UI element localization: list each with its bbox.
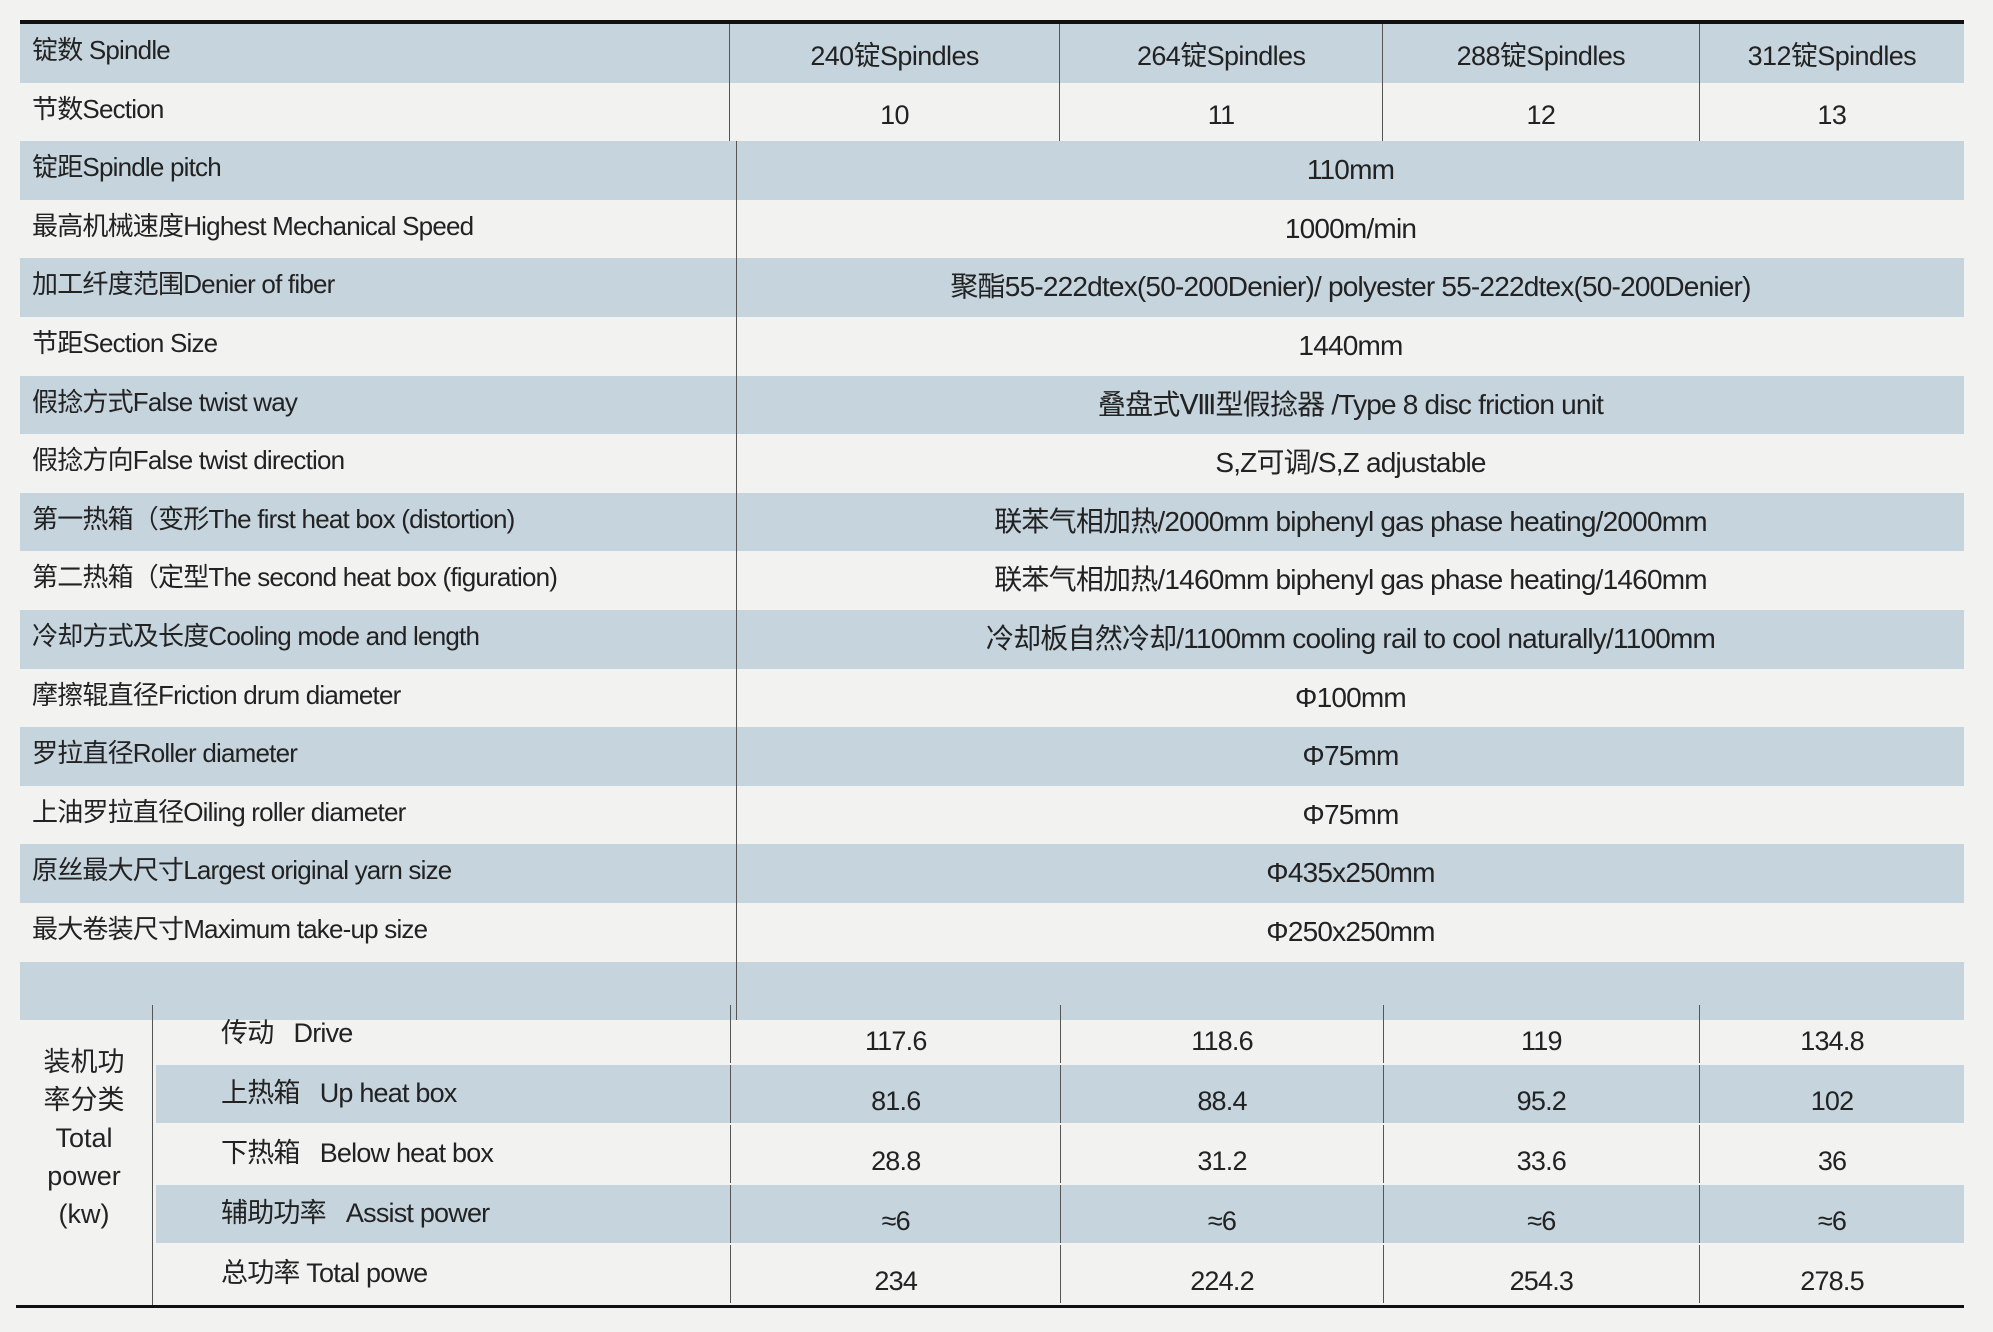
power-row: 上热箱 Up heat box 81.6 88.4 95.2 102 [156,1065,1964,1123]
power-row-label: 下热箱 Below heat box [156,1125,732,1183]
value-cell-merged: 1000m/min [1284,212,1417,244]
value-cell-merged: Φ75mm [1302,798,1399,830]
power-group-line: 率分类 [43,1085,125,1115]
power-value: ≈6 [1817,1206,1847,1236]
power-row-label: 总功率 Total powe [156,1245,732,1303]
value-cell: 312锭Spindles [1747,41,1917,71]
row-label: 冷却方式及长度Cooling mode and length [20,609,737,669]
table-row: 节数Section 10 11 12 13 [20,82,1964,142]
row-label: 最大卷装尺寸Maximum take-up size [20,902,737,962]
power-row-label: 传动 Drive [156,1005,732,1063]
value-cell: 11 [1060,82,1383,142]
power-value: 31.2 [1061,1125,1384,1183]
power-row: 辅助功率 Assist power ≈6 ≈6 ≈6 ≈6 [156,1185,1964,1243]
table-row: 加工纤度范围Denier of fiber 聚酯55-222dtex(50-200… [20,258,1964,317]
table-row: 原丝最大尺寸Largest original yarn size Φ435x250… [20,844,1964,903]
row-label: 摩擦辊直径Friction drum diameter [20,668,737,728]
value-cell-merged: 联苯气相加热/2000mm biphenyl gas phase heating… [994,505,1707,537]
row-label: 上油罗拉直径Oiling roller diameter [20,785,737,845]
table-row: 第二热箱（定型The second heat box (figuration) 联… [20,551,1964,610]
value-cell: 288锭Spindles [1383,24,1700,83]
value-cell: 264锭Spindles [1060,24,1383,83]
row-label: 第二热箱（定型The second heat box (figuration) [20,551,737,610]
value-cell: 13 [1817,99,1847,130]
power-value: 102 [1810,1086,1854,1116]
power-value: 119 [1384,1005,1701,1063]
power-value: 81.6 [731,1065,1062,1123]
power-value: 234 [731,1245,1062,1303]
table-row: 第一热箱（变形The first heat box (distortion) 联苯… [20,492,1964,552]
value-cell-merged: 叠盘式Ⅷ型假捻器 /Type 8 disc friction unit [1097,388,1604,420]
row-label: 锭数 Spindle [20,24,730,83]
table-row: 假捻方式False twist way 叠盘式Ⅷ型假捻器 /Type 8 disc… [20,375,1964,435]
power-value: 224.2 [1061,1245,1384,1303]
power-row: 下热箱 Below heat box 28.8 31.2 33.6 36 [156,1125,1964,1183]
row-label: 锭距Spindle pitch [20,141,737,200]
power-group-line: power [47,1161,121,1191]
power-value: 278.5 [1800,1266,1864,1296]
power-row: 总功率 Total powe 234 224.2 254.3 278.5 [156,1245,1964,1303]
table-row: 锭数 Spindle 240锭Spindles 264锭Spindles 288锭Sp… [20,24,1964,83]
row-label: 罗拉直径Roller diameter [20,727,737,786]
value-cell-merged: S,Z可调/S,Z adjustable [1215,447,1486,479]
power-group-line: 装机功 [43,1047,125,1077]
power-row-label: 辅助功率 Assist power [156,1185,732,1243]
value-cell-merged: 聚酯55-222dtex(50-200Denier)/ polyester 55… [950,271,1751,303]
row-label: 假捻方向False twist direction [20,434,737,493]
power-row-label: 上热箱 Up heat box [156,1065,732,1123]
table-row: 假捻方向False twist direction S,Z可调/S,Z adjus… [20,434,1964,493]
power-value: ≈6 [1384,1185,1701,1243]
power-value: 134.8 [1800,1026,1864,1056]
row-label: 节距Section Size [20,316,737,376]
table-row: 摩擦辊直径Friction drum diameter Φ100mm [20,668,1964,728]
table-row: 节距Section Size 1440mm [20,316,1964,376]
table-row: 最高机械速度Highest Mechanical Speed 1000m/min [20,199,1964,259]
power-row: 传动 Drive 117.6 118.6 119 134.8 [156,1005,1964,1063]
power-value: ≈6 [1061,1185,1384,1243]
value-cell-merged: 联苯气相加热/1460mm biphenyl gas phase heating… [994,564,1707,596]
power-value: ≈6 [731,1185,1062,1243]
value-cell-merged: 冷却板自然冷却/1100mm cooling rail to cool natu… [985,622,1716,654]
table-row: 锭距Spindle pitch 110mm [20,141,1964,200]
row-label: 加工纤度范围Denier of fiber [20,258,737,317]
value-cell-merged: Φ435x250mm [1266,857,1435,889]
row-label: 原丝最大尺寸Largest original yarn size [20,844,737,903]
value-cell: 10 [730,82,1061,142]
power-value: 95.2 [1384,1065,1701,1123]
table-row: 上油罗拉直径Oiling roller diameter Φ75mm [20,785,1964,845]
power-group-line: (kw) [58,1199,110,1229]
table-row: 罗拉直径Roller diameter Φ75mm [20,727,1964,786]
table-row: 最大卷装尺寸Maximum take-up size Φ250x250mm [20,902,1964,962]
value-cell-merged: 110mm [1306,154,1395,186]
row-label: 节数Section [20,82,730,142]
power-value: 88.4 [1061,1065,1384,1123]
row-label: 假捻方式False twist way [20,375,737,435]
spec-table: 锭数 Spindle 240锭Spindles 264锭Spindles 288锭Sp… [20,20,1964,1021]
power-value: 117.6 [731,1005,1062,1063]
power-group-label: 装机功率分类 Total power (kw) [16,1005,153,1305]
value-cell-merged: Φ75mm [1302,740,1399,772]
value-cell-merged: Φ250x250mm [1266,915,1435,947]
power-value: 118.6 [1061,1005,1384,1063]
row-label [20,961,737,1021]
value-cell-merged: 1440mm [1298,329,1403,361]
power-value: 28.8 [731,1125,1062,1183]
power-table: 装机功 率分类 Total power (kw) 传动 Drive 117.6 118.6 1… [16,1005,1964,1308]
row-label: 最高机械速度Highest Mechanical Speed [20,199,737,259]
power-value: 36 [1817,1146,1847,1176]
power-value: 33.6 [1384,1125,1701,1183]
value-cell: 12 [1383,82,1700,142]
table-row: 冷却方式及长度Cooling mode and length 冷却板自然冷却/11… [20,609,1964,669]
power-group-line: Total [55,1123,113,1153]
power-value: 254.3 [1384,1245,1701,1303]
value-cell-merged: Φ100mm [1295,681,1407,713]
row-label: 第一热箱（变形The first heat box (distortion) [20,492,737,552]
table-row [20,961,1964,1021]
value-cell: 240锭Spindles [730,24,1061,83]
